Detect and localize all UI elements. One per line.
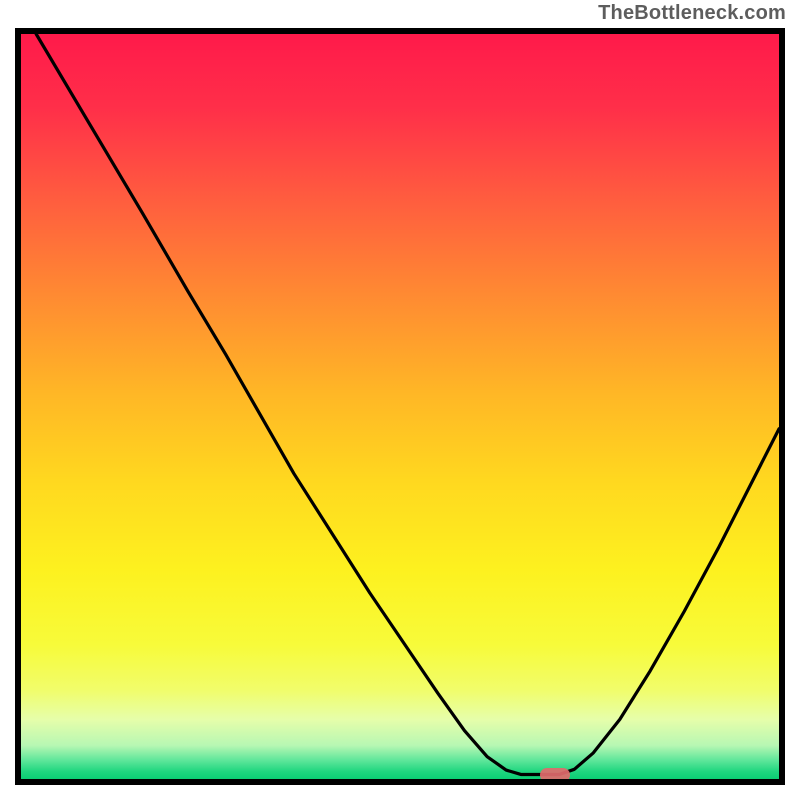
gradient-background xyxy=(21,34,779,779)
plot-border-right xyxy=(779,28,785,785)
plot-area xyxy=(15,28,785,785)
plot-border-left xyxy=(15,28,21,785)
plot-border-top xyxy=(15,28,785,34)
plot-border-bottom xyxy=(15,779,785,785)
watermark-label: TheBottleneck.com xyxy=(598,2,786,25)
bottleneck-chart: TheBottleneck.com xyxy=(0,0,800,800)
